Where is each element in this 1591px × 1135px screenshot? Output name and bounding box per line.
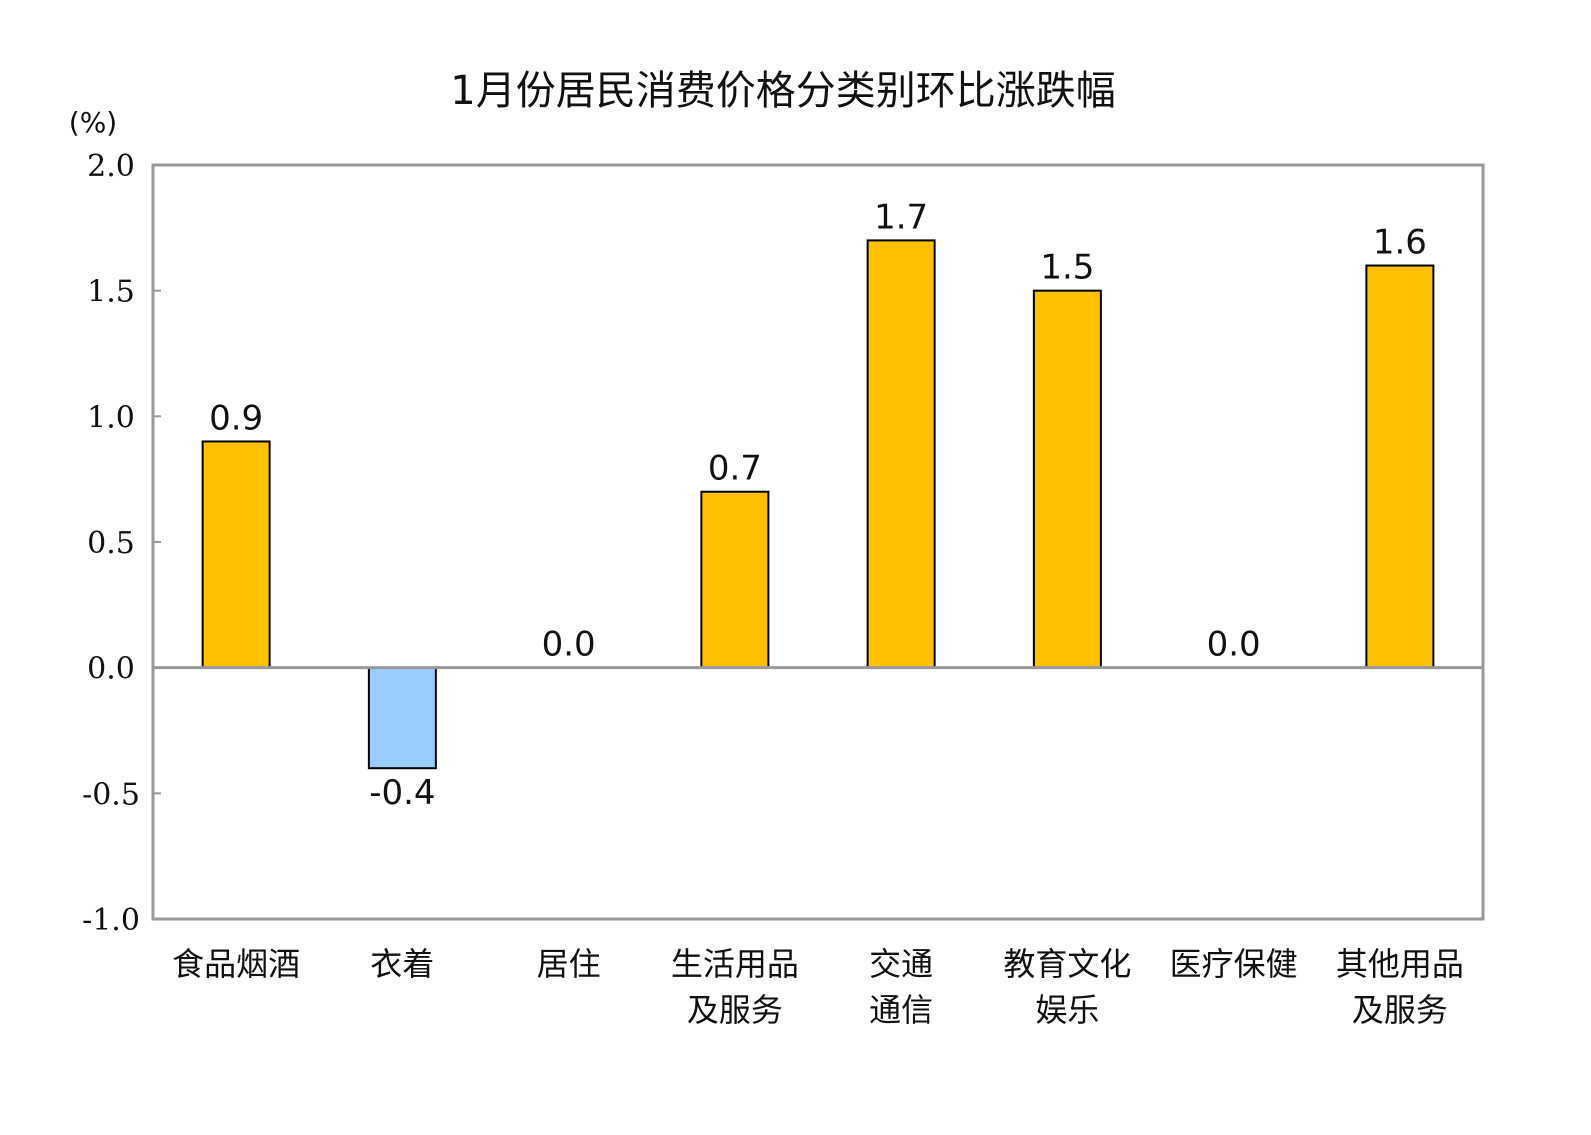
x-category-label: 教育文化 (1003, 945, 1131, 983)
bar (367, 666, 437, 770)
bar (1032, 289, 1102, 669)
chart-title: 1月份居民消费价格分类别环比涨跌幅 (450, 68, 1115, 114)
data-label: 0.0 (542, 625, 596, 665)
y-tick-label: 2.0 (87, 149, 135, 184)
data-label: 0.0 (1207, 625, 1261, 665)
data-label: 1.7 (874, 197, 928, 237)
y-tick-label: -0.5 (82, 777, 140, 812)
data-label: 1.6 (1373, 223, 1427, 263)
x-category-label: 医疗保健 (1170, 945, 1298, 983)
x-category-label: 交通 (869, 945, 933, 983)
y-tick-label: -1.0 (82, 903, 140, 938)
y-tick-label: 1.5 (87, 275, 135, 310)
x-category-label: 食品烟酒 (172, 945, 300, 983)
data-label: 0.9 (209, 398, 263, 438)
data-label: -0.4 (369, 773, 435, 813)
x-category-label: 及服务 (1352, 991, 1448, 1029)
bar (201, 440, 271, 669)
y-tick-label: 1.0 (87, 400, 135, 435)
y-tick-label: 0.5 (87, 526, 135, 561)
plot-frame (151, 163, 1485, 921)
x-category-label: 及服务 (687, 991, 783, 1029)
x-category-label: 生活用品 (671, 945, 799, 983)
x-category-label: 居住 (537, 945, 601, 983)
x-category-label: 其他用品 (1336, 945, 1464, 983)
bar (1365, 264, 1435, 669)
bar (700, 490, 770, 669)
data-label: 0.7 (708, 449, 762, 489)
x-category-label: 衣着 (370, 945, 434, 983)
x-category-label: 通信 (869, 991, 933, 1029)
y-tick-label: 0.0 (87, 652, 135, 687)
bar (866, 239, 936, 669)
data-label: 1.5 (1040, 248, 1094, 288)
y-axis-unit: (%) (69, 106, 117, 139)
x-category-label: 娱乐 (1035, 991, 1099, 1029)
